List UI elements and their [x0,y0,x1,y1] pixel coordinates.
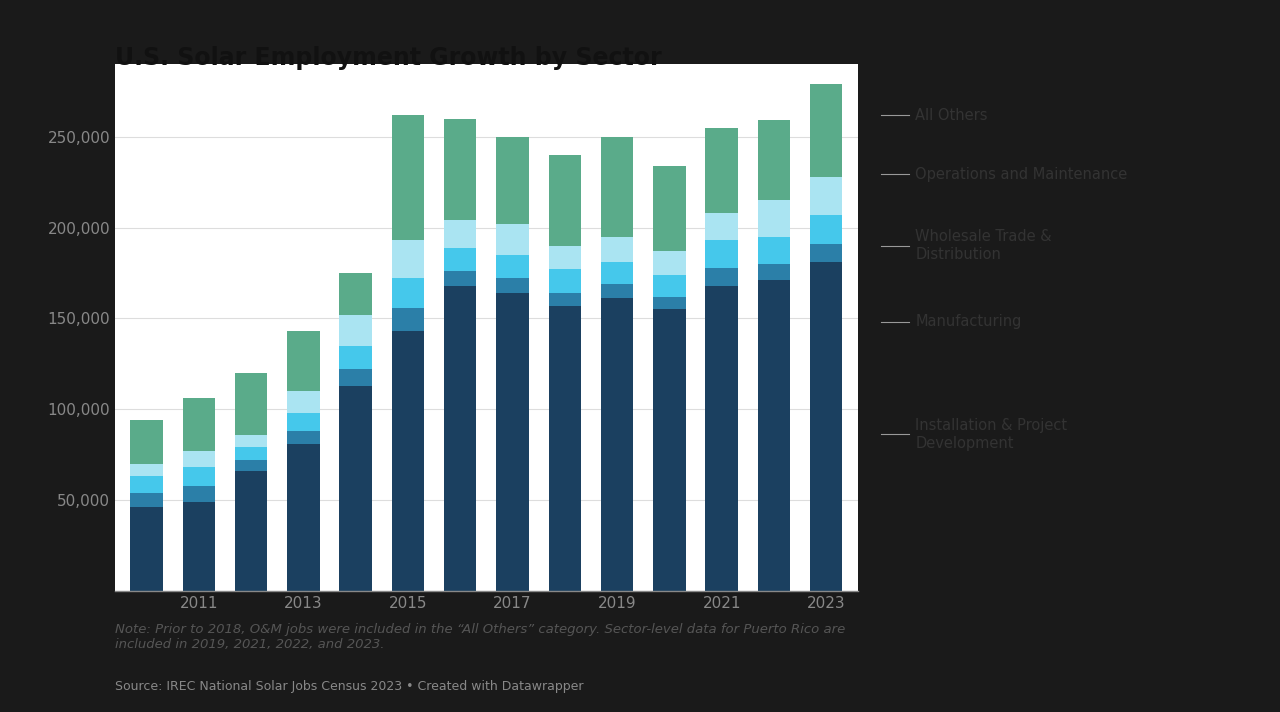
Bar [444,286,476,591]
Bar [653,309,686,591]
Bar [810,84,842,177]
Bar [444,271,476,286]
Bar [653,251,686,275]
Bar [183,486,215,502]
Bar [549,305,581,591]
Bar [758,264,790,281]
Bar [236,460,268,471]
Bar [810,262,842,591]
Text: Wholesale Trade &
Distribution: Wholesale Trade & Distribution [915,229,1052,262]
Bar [810,177,842,215]
Text: All Others: All Others [915,108,988,123]
Bar [497,255,529,278]
Bar [236,471,268,591]
Bar [810,244,842,262]
Bar [705,241,737,268]
Bar [497,278,529,293]
Text: Note: Prior to 2018, O&M jobs were included in the “All Others” category. Sector: Note: Prior to 2018, O&M jobs were inclu… [115,623,846,651]
Bar [549,269,581,293]
Text: Source: IREC National Solar Jobs Census 2023 • Created with Datawrapper: Source: IREC National Solar Jobs Census … [115,680,584,693]
Bar [444,119,476,220]
Bar [183,399,215,451]
Bar [705,268,737,286]
Text: Manufacturing: Manufacturing [915,314,1021,330]
Bar [653,166,686,251]
Bar [287,444,320,591]
Bar [549,246,581,269]
Bar [236,447,268,460]
Text: U.S. Solar Employment Growth by Sector: U.S. Solar Employment Growth by Sector [115,46,662,70]
Bar [497,137,529,224]
Bar [131,420,163,464]
Bar [705,127,737,213]
Bar [339,386,372,591]
Text: Installation & Project
Development: Installation & Project Development [915,418,1068,451]
Bar [549,293,581,305]
Bar [810,215,842,244]
Bar [339,370,372,386]
Bar [131,476,163,493]
Bar [287,331,320,391]
Bar [287,431,320,444]
Bar [653,297,686,309]
Bar [497,224,529,255]
Bar [392,278,424,308]
Bar [339,315,372,346]
Bar [131,464,163,476]
Bar [600,236,634,262]
Bar [236,435,268,447]
Bar [236,373,268,435]
Bar [392,308,424,331]
Bar [392,115,424,241]
Bar [600,137,634,236]
Bar [339,273,372,315]
Bar [287,391,320,413]
Bar [758,281,790,591]
Bar [653,275,686,297]
Bar [705,213,737,241]
Bar [392,241,424,278]
Bar [183,467,215,486]
Text: Operations and Maintenance: Operations and Maintenance [915,167,1128,182]
Bar [497,293,529,591]
Bar [758,236,790,264]
Bar [444,220,476,248]
Bar [549,155,581,246]
Bar [758,120,790,200]
Bar [339,346,372,370]
Bar [444,248,476,271]
Bar [600,284,634,298]
Bar [183,502,215,591]
Bar [287,413,320,431]
Bar [131,508,163,591]
Bar [183,451,215,467]
Bar [131,493,163,508]
Bar [758,200,790,236]
Bar [600,262,634,284]
Bar [705,286,737,591]
Bar [600,298,634,591]
Bar [392,331,424,591]
